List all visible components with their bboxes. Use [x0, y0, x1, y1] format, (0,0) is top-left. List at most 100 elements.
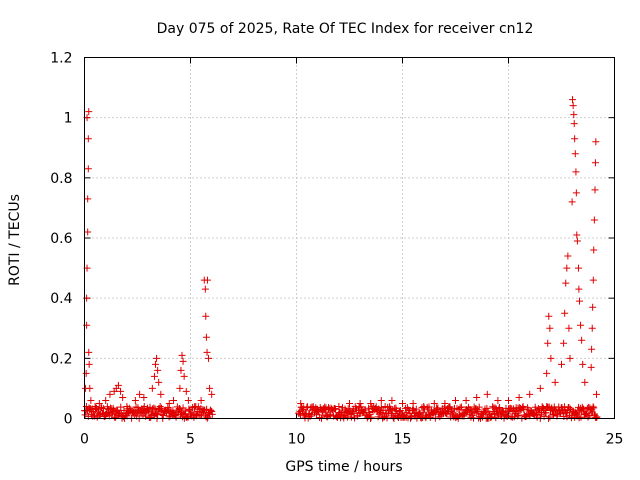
grid-lines: [84, 57, 615, 419]
baseline-point: [456, 404, 464, 412]
x-axis-label: GPS time / hours: [285, 459, 402, 475]
x-tick-label: 15: [394, 432, 412, 448]
baseline-point: [340, 411, 348, 419]
data-point: [356, 399, 364, 407]
baseline-point: [466, 406, 474, 414]
baseline-point: [117, 403, 125, 411]
baseline-point: [164, 403, 172, 411]
data-point: [335, 402, 343, 410]
baseline-point: [584, 413, 592, 421]
data-point: [571, 150, 579, 158]
data-point: [543, 369, 551, 377]
axis-ticks: 0 5 10 15 20 25 0 0.2 0.4 0.6 0.8 1 1.2: [50, 51, 623, 448]
data-point: [202, 333, 210, 341]
x-tick-label: 10: [288, 432, 306, 448]
baseline-point: [533, 413, 541, 421]
data-point: [184, 396, 192, 404]
baseline-point: [342, 409, 350, 416]
baseline-point: [365, 404, 373, 412]
data-point: [568, 198, 576, 206]
data-point: [297, 399, 305, 407]
baseline-point: [457, 403, 465, 411]
data-point: [178, 351, 186, 359]
baseline-point: [145, 406, 153, 414]
data-point: [571, 135, 579, 143]
data-point: [95, 399, 103, 407]
baseline-point: [475, 403, 483, 411]
data-point: [102, 396, 110, 404]
data-point: [170, 396, 178, 404]
data-point: [462, 396, 470, 404]
baseline-point: [510, 413, 518, 421]
data-point: [123, 402, 131, 410]
data-point: [546, 324, 554, 332]
y-tick-label: 0: [64, 412, 73, 428]
data-point: [577, 321, 585, 329]
data-point: [85, 348, 93, 356]
data-point: [299, 405, 307, 413]
data-point: [179, 357, 187, 365]
data-point: [483, 390, 491, 398]
y-tick-label: 0.2: [50, 351, 72, 367]
data-point: [409, 399, 417, 407]
data-point: [205, 354, 213, 362]
data-point: [494, 396, 502, 404]
data-point: [148, 384, 156, 392]
data-point: [590, 216, 598, 224]
data-point: [544, 339, 552, 347]
data-point: [579, 360, 587, 368]
data-point: [154, 366, 162, 374]
data-point: [573, 237, 581, 245]
baseline-point: [208, 410, 216, 418]
plot-frame: [84, 57, 615, 419]
data-point: [87, 396, 95, 404]
data-point: [564, 252, 572, 260]
data-point: [84, 228, 92, 236]
data-point: [314, 405, 322, 413]
data-point: [367, 399, 375, 407]
data-point: [573, 231, 581, 239]
baseline-point: [550, 411, 558, 419]
baseline-point: [100, 405, 108, 413]
baseline-point: [300, 404, 308, 412]
baseline-point: [498, 407, 506, 415]
data-point: [399, 399, 406, 407]
data-point: [85, 108, 93, 116]
data-point: [114, 381, 122, 389]
data-point: [589, 276, 597, 284]
data-point: [590, 246, 598, 254]
data-point: [153, 354, 161, 362]
x-tick-label: 0: [80, 432, 89, 448]
baseline-point: [157, 407, 165, 415]
data-point: [588, 324, 596, 332]
data-point: [140, 393, 148, 401]
baseline-point: [416, 409, 424, 417]
data-point: [545, 312, 553, 320]
baseline-point: [206, 406, 214, 414]
data-point: [551, 378, 559, 386]
baseline-point: [473, 409, 481, 417]
baseline-point: [407, 413, 415, 421]
data-point: [561, 309, 569, 317]
data-point: [560, 339, 568, 347]
baseline-point: [590, 404, 598, 412]
x-tick-label: 25: [606, 432, 624, 448]
data-point: [587, 363, 595, 371]
baseline-point: [520, 405, 528, 413]
data-point: [84, 165, 92, 173]
data-point: [208, 390, 216, 398]
baseline-point: [367, 413, 375, 421]
data-point: [591, 159, 599, 167]
data-point: [581, 378, 589, 386]
baseline-point: [560, 403, 568, 411]
baseline-point: [207, 407, 215, 415]
baseline-point: [593, 413, 601, 421]
data-point: [165, 399, 173, 407]
y-tick-label: 0.8: [50, 171, 72, 187]
data-point: [91, 402, 99, 410]
y-tick-label: 0.6: [50, 231, 72, 247]
data-point: [569, 102, 577, 110]
data-point: [346, 399, 353, 407]
data-point: [136, 390, 144, 398]
